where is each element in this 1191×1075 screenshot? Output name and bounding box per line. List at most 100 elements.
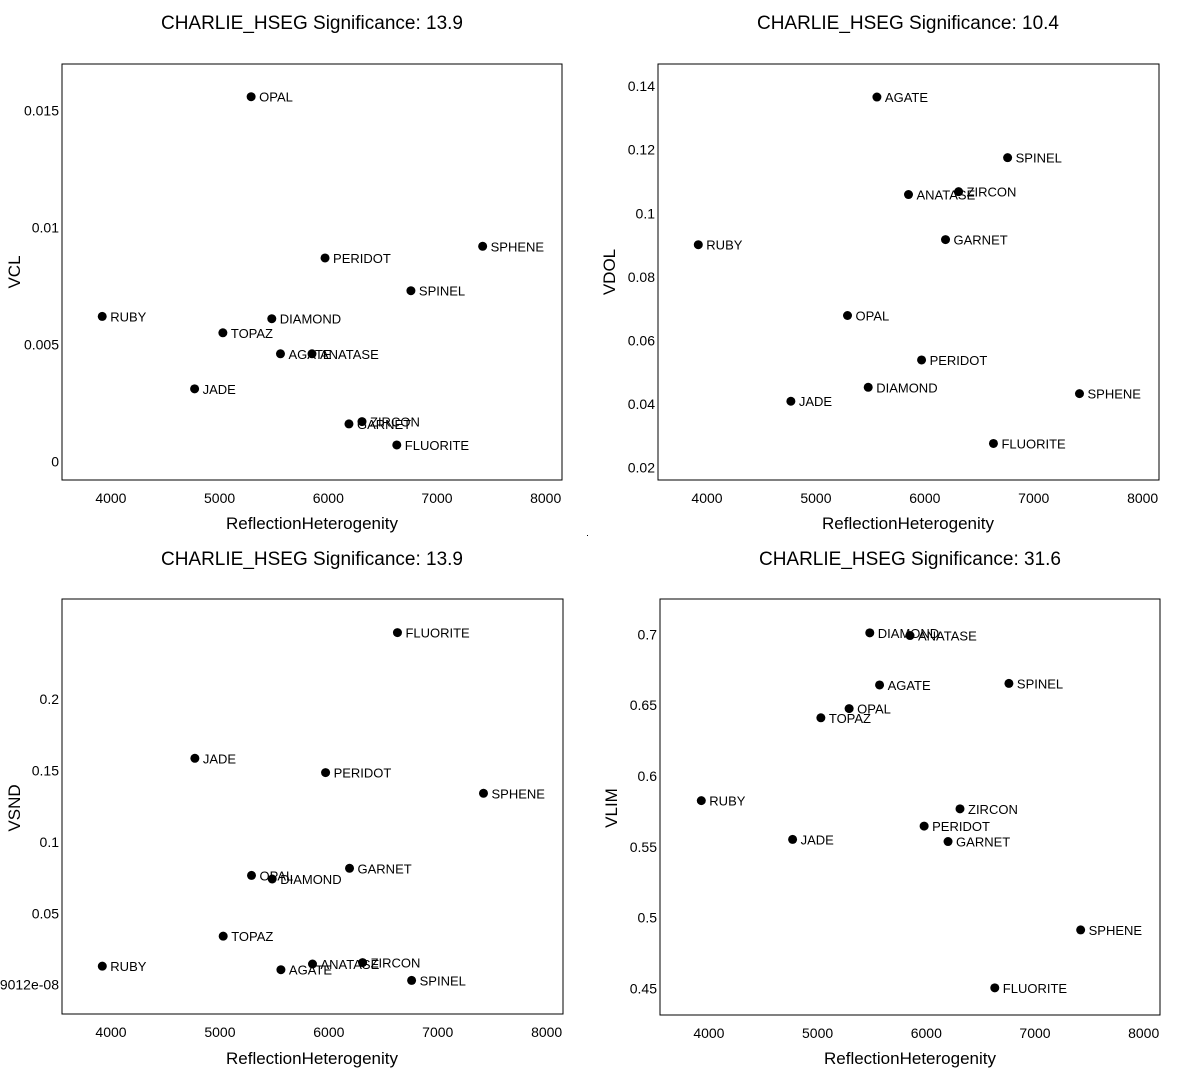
data-point-diamond <box>267 314 277 324</box>
point-label: TOPAZ <box>231 326 273 341</box>
chart-panel-1: CHARLIE_HSEG Significance: 13.9 Reflectio… <box>5 13 563 533</box>
x-axis-label: ReflectionHeterogenity <box>824 1049 996 1068</box>
data-point-agate <box>872 92 882 102</box>
point-label: PERIDOT <box>333 251 391 266</box>
x-tick-label: 5000 <box>204 1024 235 1040</box>
chart-panel-2: CHARLIE_HSEG Significance: 10.4 Reflectio… <box>600 13 1160 533</box>
x-tick-label: 6000 <box>911 1025 942 1041</box>
point-label: GARNET <box>954 233 1008 248</box>
data-point-sphene <box>478 788 488 798</box>
point-label: SPHENE <box>491 786 545 801</box>
y-tick-label: 0.45 <box>630 980 657 996</box>
data-point-anatase <box>308 959 317 969</box>
point-label: OPAL <box>856 309 890 324</box>
y-tick-label: 0.015 <box>24 103 59 119</box>
stray-dot <box>587 535 588 536</box>
data-point-jade <box>190 384 200 394</box>
data-point-jade <box>190 753 200 763</box>
chart-panel-4: CHARLIE_HSEG Significance: 31.6 Reflectio… <box>602 549 1161 1068</box>
data-point-spinel <box>1003 153 1013 163</box>
data-point-anatase <box>905 631 915 641</box>
y-tick-label: 0.55 <box>630 839 657 855</box>
y-tick-label: 0.06 <box>628 332 655 348</box>
data-point-agate <box>275 349 285 359</box>
chart-panel-3: CHARLIE_HSEG Significance: 13.9 Reflectio… <box>0 549 564 1068</box>
data-point-opal <box>247 870 257 880</box>
data-point-topaz <box>816 713 826 723</box>
data-point-sphene <box>478 241 488 251</box>
point-label: PERIDOT <box>334 766 392 781</box>
point-label: OPAL <box>857 702 891 717</box>
point-label: RUBY <box>110 309 146 324</box>
data-point-fluorite <box>988 438 998 448</box>
point-label: ANATASE <box>320 347 379 362</box>
data-point-peridot <box>919 821 929 831</box>
data-point-zircon <box>357 417 367 427</box>
x-tick-label: 6000 <box>909 490 940 506</box>
y-tick-label: 0.08 <box>628 269 655 285</box>
data-point-opal <box>844 704 854 714</box>
point-label: RUBY <box>706 238 742 253</box>
y-tick-label: 0.14 <box>628 78 655 94</box>
x-tick-label: 8000 <box>531 1024 562 1040</box>
x-tick-label: 8000 <box>1128 1025 1159 1041</box>
data-point-anatase <box>904 190 913 200</box>
point-label: JADE <box>801 832 835 847</box>
point-label: ZIRCON <box>370 415 420 430</box>
plot-frame <box>659 598 1161 1016</box>
y-tick-label: 1.49012e-08 <box>0 977 59 993</box>
y-tick-label: 0.1 <box>636 205 656 221</box>
point-label: SPHENE <box>491 239 545 254</box>
x-axis-label: ReflectionHeterogenity <box>822 514 994 533</box>
data-point-ruby <box>693 240 703 250</box>
x-axis-label: ReflectionHeterogenity <box>226 1049 398 1068</box>
point-label: JADE <box>799 394 833 409</box>
data-point-topaz <box>218 328 228 338</box>
data-point-jade <box>788 834 798 844</box>
point-label: SPINEL <box>1016 151 1062 166</box>
x-tick-label: 8000 <box>1127 490 1158 506</box>
y-tick-label: 0.15 <box>32 762 59 778</box>
data-point-jade <box>786 396 796 406</box>
point-label: SPHENE <box>1087 387 1141 402</box>
data-point-fluorite <box>392 628 402 638</box>
data-point-agate <box>276 965 286 975</box>
y-tick-label: 0.005 <box>24 336 59 352</box>
point-label: SPINEL <box>419 284 465 299</box>
data-point-opal <box>843 311 853 321</box>
y-tick-label: 0 <box>51 453 59 469</box>
point-label: GARNET <box>358 861 412 876</box>
data-point-peridot <box>320 253 330 263</box>
chart-title: CHARLIE_HSEG Significance: 10.4 <box>757 13 1059 34</box>
x-axis-label: ReflectionHeterogenity <box>226 514 398 533</box>
x-tick-label: 7000 <box>421 490 452 506</box>
y-axis-label: VDOL <box>600 249 619 295</box>
plot-frame <box>657 63 1160 481</box>
chart-title: CHARLIE_HSEG Significance: 13.9 <box>161 549 463 570</box>
x-tick-label: 5000 <box>800 490 831 506</box>
point-label: TOPAZ <box>829 711 871 726</box>
point-label: TOPAZ <box>231 929 273 944</box>
data-point-garnet <box>941 235 951 245</box>
x-tick-label: 4000 <box>95 1024 126 1040</box>
point-label: ZIRCON <box>371 956 421 971</box>
y-tick-label: 0.05 <box>32 905 59 921</box>
x-tick-label: 4000 <box>691 490 722 506</box>
y-tick-label: 0.5 <box>638 910 658 926</box>
point-label: ANATASE <box>321 957 380 972</box>
point-label: PERIDOT <box>932 819 990 834</box>
y-tick-label: 0.2 <box>40 691 60 707</box>
data-point-opal <box>246 92 256 102</box>
point-label: FLUORITE <box>1001 436 1066 451</box>
data-point-agate <box>875 680 885 690</box>
point-label: FLUORITE <box>1003 981 1068 996</box>
point-label: DIAMOND <box>280 312 341 327</box>
data-point-garnet <box>345 863 355 873</box>
y-tick-label: 0.12 <box>628 142 655 158</box>
point-label: RUBY <box>709 794 745 809</box>
x-tick-label: 7000 <box>422 1024 453 1040</box>
point-label: FLUORITE <box>405 626 470 641</box>
chart-title: CHARLIE_HSEG Significance: 31.6 <box>759 549 1061 570</box>
point-label: FLUORITE <box>405 438 470 453</box>
point-label: ZIRCON <box>967 185 1017 200</box>
